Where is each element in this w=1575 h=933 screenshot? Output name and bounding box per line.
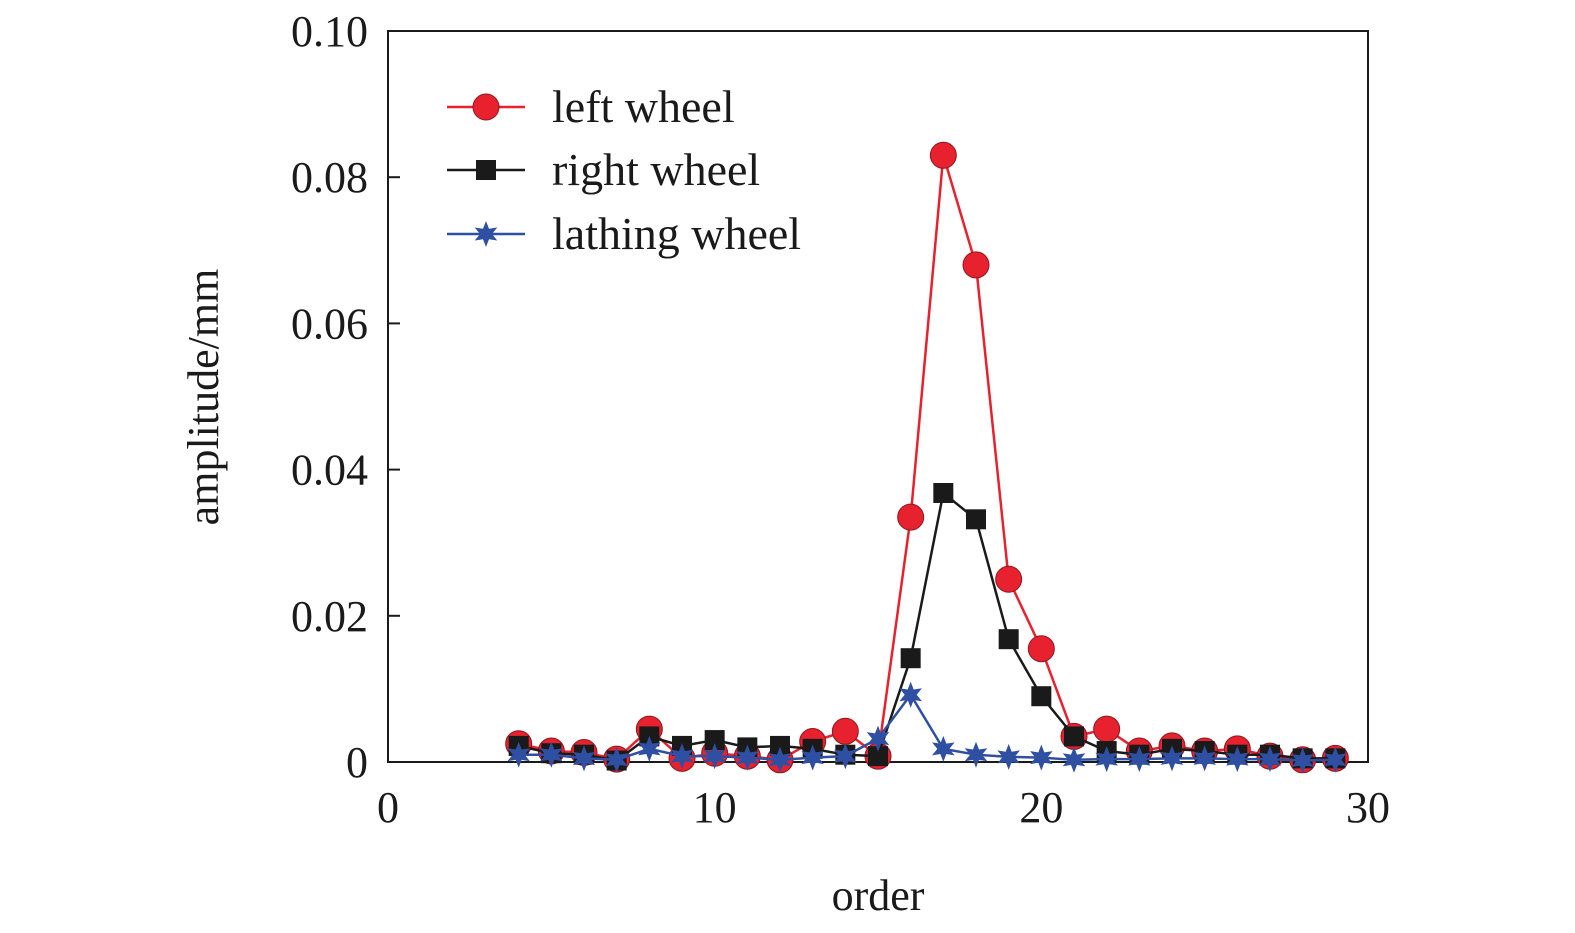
x-tick-label: 30 [1346, 783, 1390, 832]
legend-label: lathing wheel [552, 208, 801, 259]
legend-marker [476, 160, 496, 180]
data-point [703, 743, 726, 770]
data-point [507, 741, 530, 768]
legend: left wheel right wheel lathing wheel [447, 81, 801, 259]
data-point [1160, 745, 1184, 772]
data-point [933, 482, 954, 503]
data-point [572, 745, 596, 772]
data-point [897, 503, 925, 531]
data-point [1291, 747, 1314, 774]
ticks-group: 0 10 20 30 0 0.02 0.04 0.06 0.08 0.10 [291, 7, 1390, 832]
series-1 [508, 482, 1346, 771]
data-point [540, 741, 563, 768]
x-tick-label: 20 [1019, 783, 1063, 832]
data-point [1128, 746, 1151, 773]
data-point [995, 565, 1023, 593]
y-tick-label: 0.02 [291, 592, 368, 641]
legend-marker [472, 93, 500, 121]
y-tick-label: 0.08 [291, 153, 368, 202]
data-point [1064, 726, 1084, 747]
series-2 [507, 681, 1347, 774]
y-tick-label: 0.04 [291, 446, 368, 495]
data-point [962, 251, 990, 279]
y-axis-title: amplitude/mm [179, 269, 228, 526]
data-point [834, 743, 857, 770]
data-point [831, 717, 859, 745]
data-point [768, 746, 792, 773]
data-point [998, 629, 1019, 650]
data-point [966, 509, 986, 530]
data-point [1095, 746, 1118, 773]
data-point [900, 648, 921, 669]
data-point [605, 746, 628, 773]
data-point [1030, 744, 1053, 771]
series-group [505, 141, 1349, 774]
data-point [736, 744, 759, 771]
data-point [638, 735, 661, 762]
y-tick-label: 0.06 [291, 299, 368, 348]
plot-frame [387, 30, 1369, 763]
data-point [1027, 635, 1055, 663]
x-tick-label: 10 [693, 783, 737, 832]
x-tick-label: 0 [377, 783, 399, 832]
data-point [704, 730, 725, 751]
data-point [1226, 746, 1249, 773]
data-point [1324, 746, 1347, 773]
data-point [964, 741, 988, 768]
legend-item: right wheel [447, 144, 760, 195]
data-point [868, 746, 888, 767]
x-axis-title: order [832, 871, 925, 920]
legend-item: lathing wheel [447, 208, 801, 259]
data-point [929, 141, 957, 169]
data-point [1193, 745, 1216, 772]
data-point [932, 735, 955, 762]
data-point [801, 744, 824, 771]
data-point [1258, 746, 1282, 773]
data-point [866, 725, 890, 752]
data-point [770, 735, 790, 756]
legend-label: right wheel [552, 144, 760, 195]
legend-item: left wheel [447, 81, 735, 132]
data-point [1093, 715, 1121, 743]
y-tick-label: 0.10 [291, 7, 368, 56]
data-point [997, 743, 1020, 770]
y-tick-label: 0 [346, 738, 368, 787]
legend-label: left wheel [552, 81, 735, 132]
legend-marker [474, 221, 498, 247]
data-point [670, 743, 694, 770]
data-point [1062, 746, 1086, 773]
data-point [899, 681, 922, 708]
data-point [1031, 686, 1052, 707]
